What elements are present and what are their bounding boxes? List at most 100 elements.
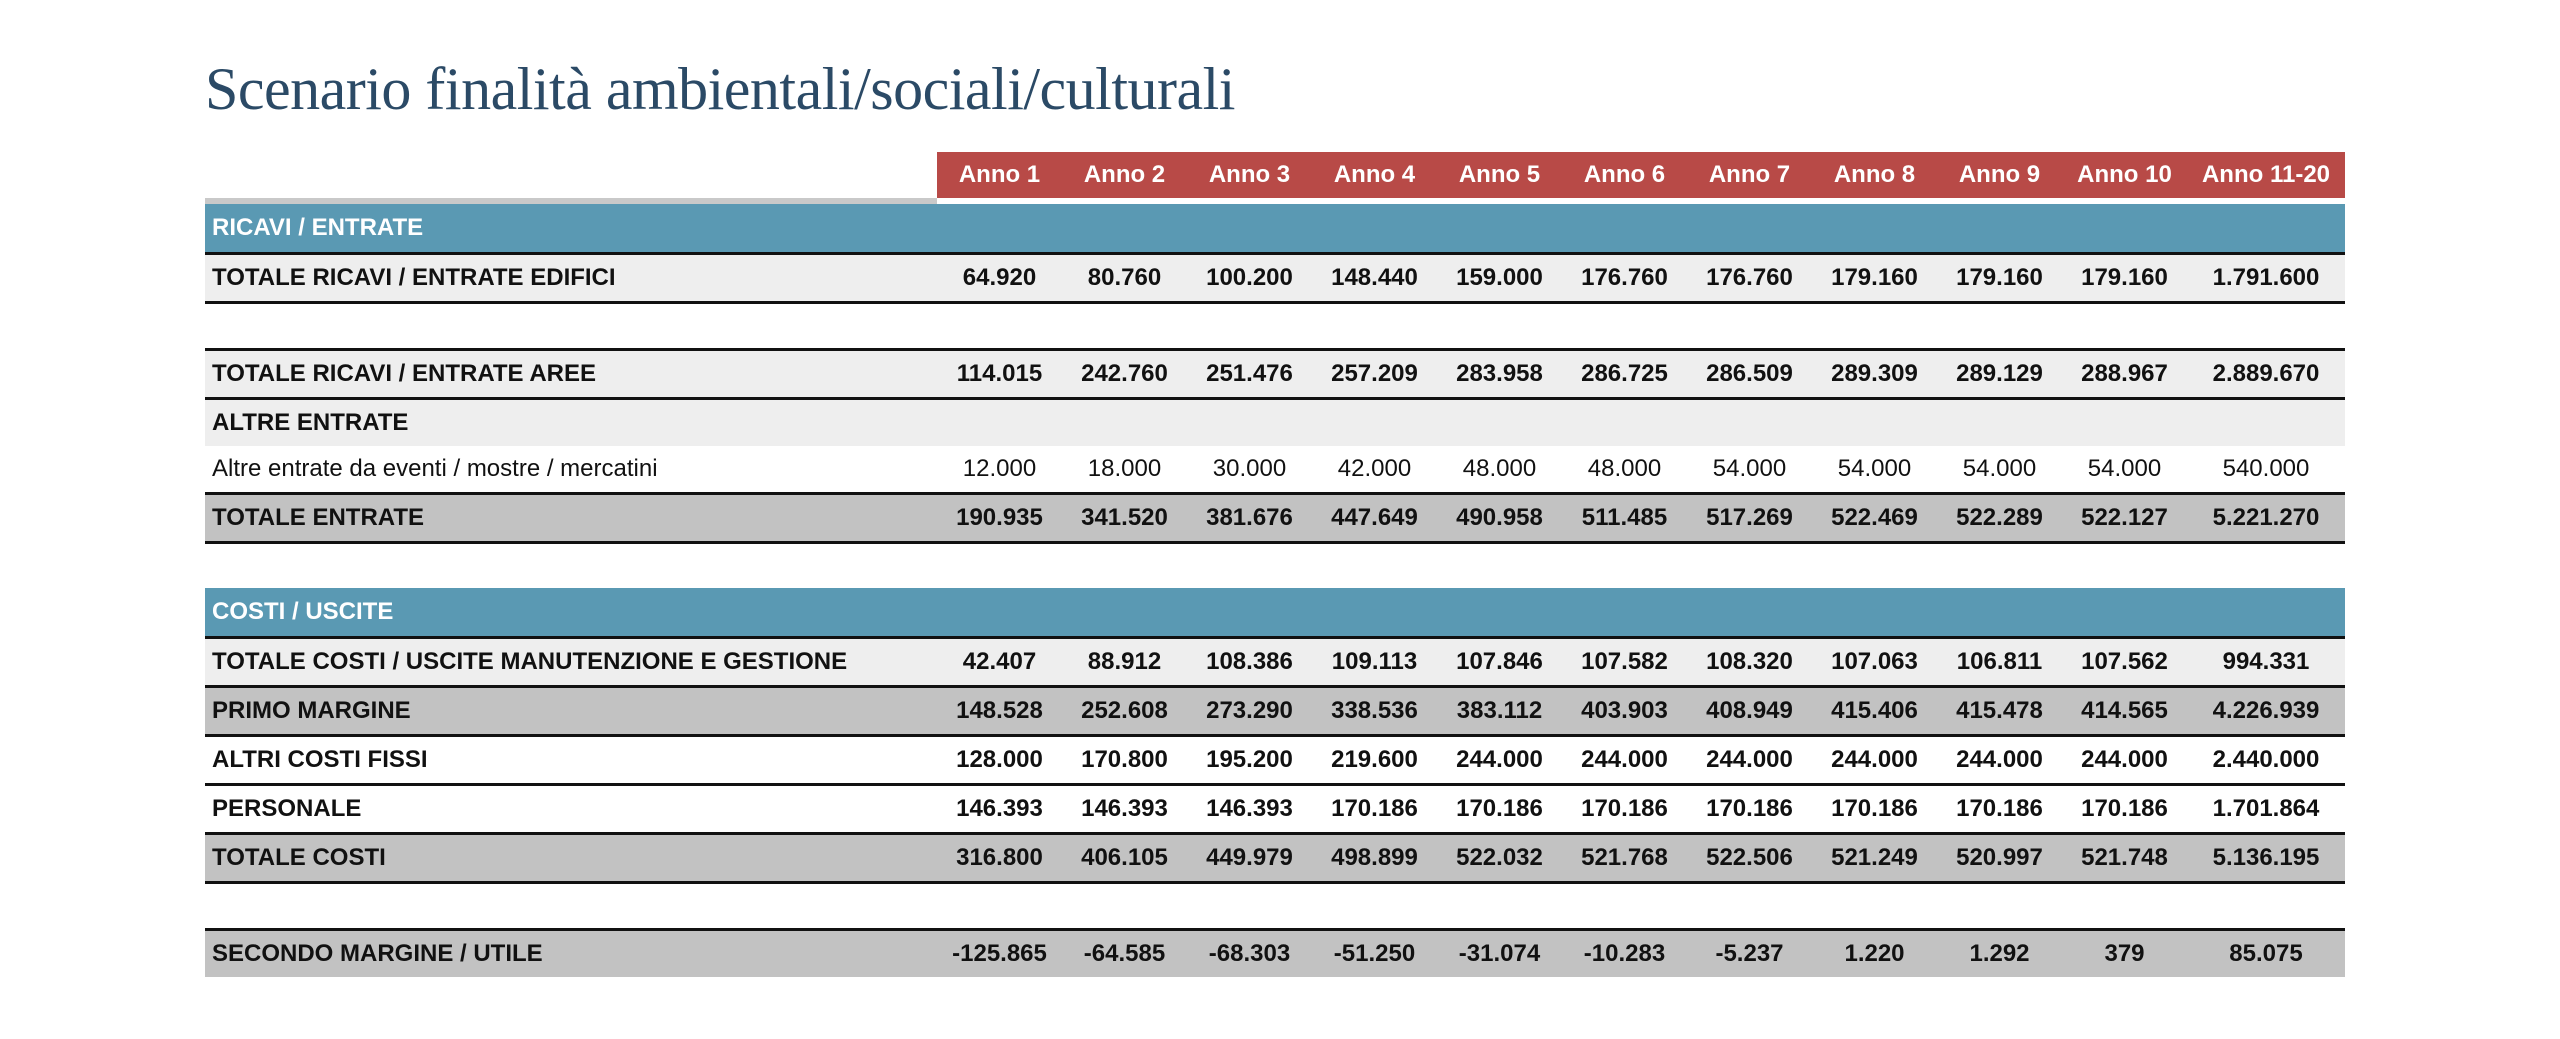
table-cell: 170.186 <box>1562 784 1687 835</box>
table-cell: 85.075 <box>2187 928 2345 977</box>
table-cell: 54.000 <box>2062 446 2187 494</box>
table-cell: 415.406 <box>1812 686 1937 737</box>
header-blank-cell <box>205 152 937 198</box>
table-cell: 379 <box>2062 928 2187 977</box>
table-cell: 383.112 <box>1437 686 1562 737</box>
table-cell: -64.585 <box>1062 928 1187 977</box>
table-cell: 244.000 <box>1562 735 1687 786</box>
table-cell: 179.160 <box>1812 252 1937 304</box>
table-cell: 273.290 <box>1187 686 1312 737</box>
table-cell: 80.760 <box>1062 252 1187 304</box>
section-header-ricavi: RICAVI / ENTRATE <box>205 204 2345 254</box>
table-cell: 242.760 <box>1062 348 1187 400</box>
table-cell: 415.478 <box>1937 686 2062 737</box>
table-cell: 257.209 <box>1312 348 1437 400</box>
table-cell: 521.768 <box>1562 833 1687 884</box>
table-cell: 408.949 <box>1687 686 1812 737</box>
table-cell: 170.186 <box>2062 784 2187 835</box>
row-label: TOTALE COSTI / USCITE MANUTENZIONE E GES… <box>205 636 937 688</box>
row-label: TOTALE RICAVI / ENTRATE AREE <box>205 348 937 400</box>
table-cell: 381.676 <box>1187 492 1312 544</box>
table-cell: 190.935 <box>937 492 1062 544</box>
table-cell: 522.506 <box>1687 833 1812 884</box>
table-cell: 100.200 <box>1187 252 1312 304</box>
table-cell: 176.760 <box>1687 252 1812 304</box>
table-cell: -10.283 <box>1562 928 1687 977</box>
column-header: Anno 1 <box>937 152 1062 198</box>
table-row: ALTRI COSTI FISSI 128.000 170.800 195.20… <box>205 735 2345 786</box>
table-cell: 286.725 <box>1562 348 1687 400</box>
table-cell: 490.958 <box>1437 492 1562 544</box>
column-header: Anno 6 <box>1562 152 1687 198</box>
table-cell: 107.846 <box>1437 636 1562 688</box>
table-row: PERSONALE 146.393 146.393 146.393 170.18… <box>205 784 2345 835</box>
table-cell: -51.250 <box>1312 928 1437 977</box>
section-label: RICAVI / ENTRATE <box>205 204 937 254</box>
table-cell: 64.920 <box>937 252 1062 304</box>
column-header: Anno 5 <box>1437 152 1562 198</box>
table-cell: 520.997 <box>1937 833 2062 884</box>
table-cell: 4.226.939 <box>2187 686 2345 737</box>
table-row: Altre entrate da eventi / mostre / merca… <box>205 446 2345 494</box>
table-cell: 498.899 <box>1312 833 1437 884</box>
table-cell: 244.000 <box>1812 735 1937 786</box>
table-cell: 251.476 <box>1187 348 1312 400</box>
table-cell: -31.074 <box>1437 928 1562 977</box>
table-cell: 42.407 <box>937 636 1062 688</box>
row-label: ALTRI COSTI FISSI <box>205 735 937 786</box>
table-cell: 522.032 <box>1437 833 1562 884</box>
table-cell: 146.393 <box>1187 784 1312 835</box>
table-cell: 107.063 <box>1812 636 1937 688</box>
table-cell: 148.528 <box>937 686 1062 737</box>
table-header-row: Anno 1 Anno 2 Anno 3 Anno 4 Anno 5 Anno … <box>205 152 2345 198</box>
table-cell: 170.186 <box>1937 784 2062 835</box>
table-cell: 48.000 <box>1437 446 1562 494</box>
total-row: TOTALE COSTI 316.800 406.105 449.979 498… <box>205 833 2345 884</box>
table-cell: 994.331 <box>2187 636 2345 688</box>
table-cell: 128.000 <box>937 735 1062 786</box>
table-cell: 517.269 <box>1687 492 1812 544</box>
table-cell: 406.105 <box>1062 833 1187 884</box>
table-cell: 170.186 <box>1687 784 1812 835</box>
table-cell: 338.536 <box>1312 686 1437 737</box>
section-header-costi: COSTI / USCITE <box>205 588 2345 638</box>
table-cell: 219.600 <box>1312 735 1437 786</box>
table-cell: 244.000 <box>1687 735 1812 786</box>
table-cell: 2.440.000 <box>2187 735 2345 786</box>
table-cell: 12.000 <box>937 446 1062 494</box>
column-header: Anno 11-20 <box>2187 152 2345 198</box>
table-cell: 1.701.864 <box>2187 784 2345 835</box>
table-cell: 522.289 <box>1937 492 2062 544</box>
table-cell: -5.237 <box>1687 928 1812 977</box>
table-cell: 5.136.195 <box>2187 833 2345 884</box>
table-cell: 244.000 <box>2062 735 2187 786</box>
column-header: Anno 2 <box>1062 152 1187 198</box>
table-row: TOTALE RICAVI / ENTRATE EDIFICI 64.920 8… <box>205 252 2345 304</box>
table-cell: 48.000 <box>1562 446 1687 494</box>
table-cell: 42.000 <box>1312 446 1437 494</box>
table-cell: 108.386 <box>1187 636 1312 688</box>
subsection-row: ALTRE ENTRATE <box>205 398 2345 446</box>
table-cell: 289.129 <box>1937 348 2062 400</box>
row-label: ALTRE ENTRATE <box>205 398 937 446</box>
financial-table: Anno 1 Anno 2 Anno 3 Anno 4 Anno 5 Anno … <box>205 152 2345 977</box>
table-cell: 195.200 <box>1187 735 1312 786</box>
row-label: TOTALE COSTI <box>205 833 937 884</box>
table-cell: 170.800 <box>1062 735 1187 786</box>
table-cell: 170.186 <box>1437 784 1562 835</box>
table-cell: 286.509 <box>1687 348 1812 400</box>
row-label: PERSONALE <box>205 784 937 835</box>
spacer-row <box>205 542 2345 588</box>
table-cell: 146.393 <box>1062 784 1187 835</box>
table-cell: 521.249 <box>1812 833 1937 884</box>
page-title: Scenario finalità ambientali/sociali/cul… <box>205 56 1235 122</box>
spacer-row <box>205 302 2345 350</box>
table-cell: 252.608 <box>1062 686 1187 737</box>
table-cell: 316.800 <box>937 833 1062 884</box>
table-cell: 244.000 <box>1437 735 1562 786</box>
table-cell: 289.309 <box>1812 348 1937 400</box>
row-label: TOTALE RICAVI / ENTRATE EDIFICI <box>205 252 937 304</box>
table-cell: 5.221.270 <box>2187 492 2345 544</box>
spacer-row <box>205 882 2345 930</box>
column-header: Anno 10 <box>2062 152 2187 198</box>
